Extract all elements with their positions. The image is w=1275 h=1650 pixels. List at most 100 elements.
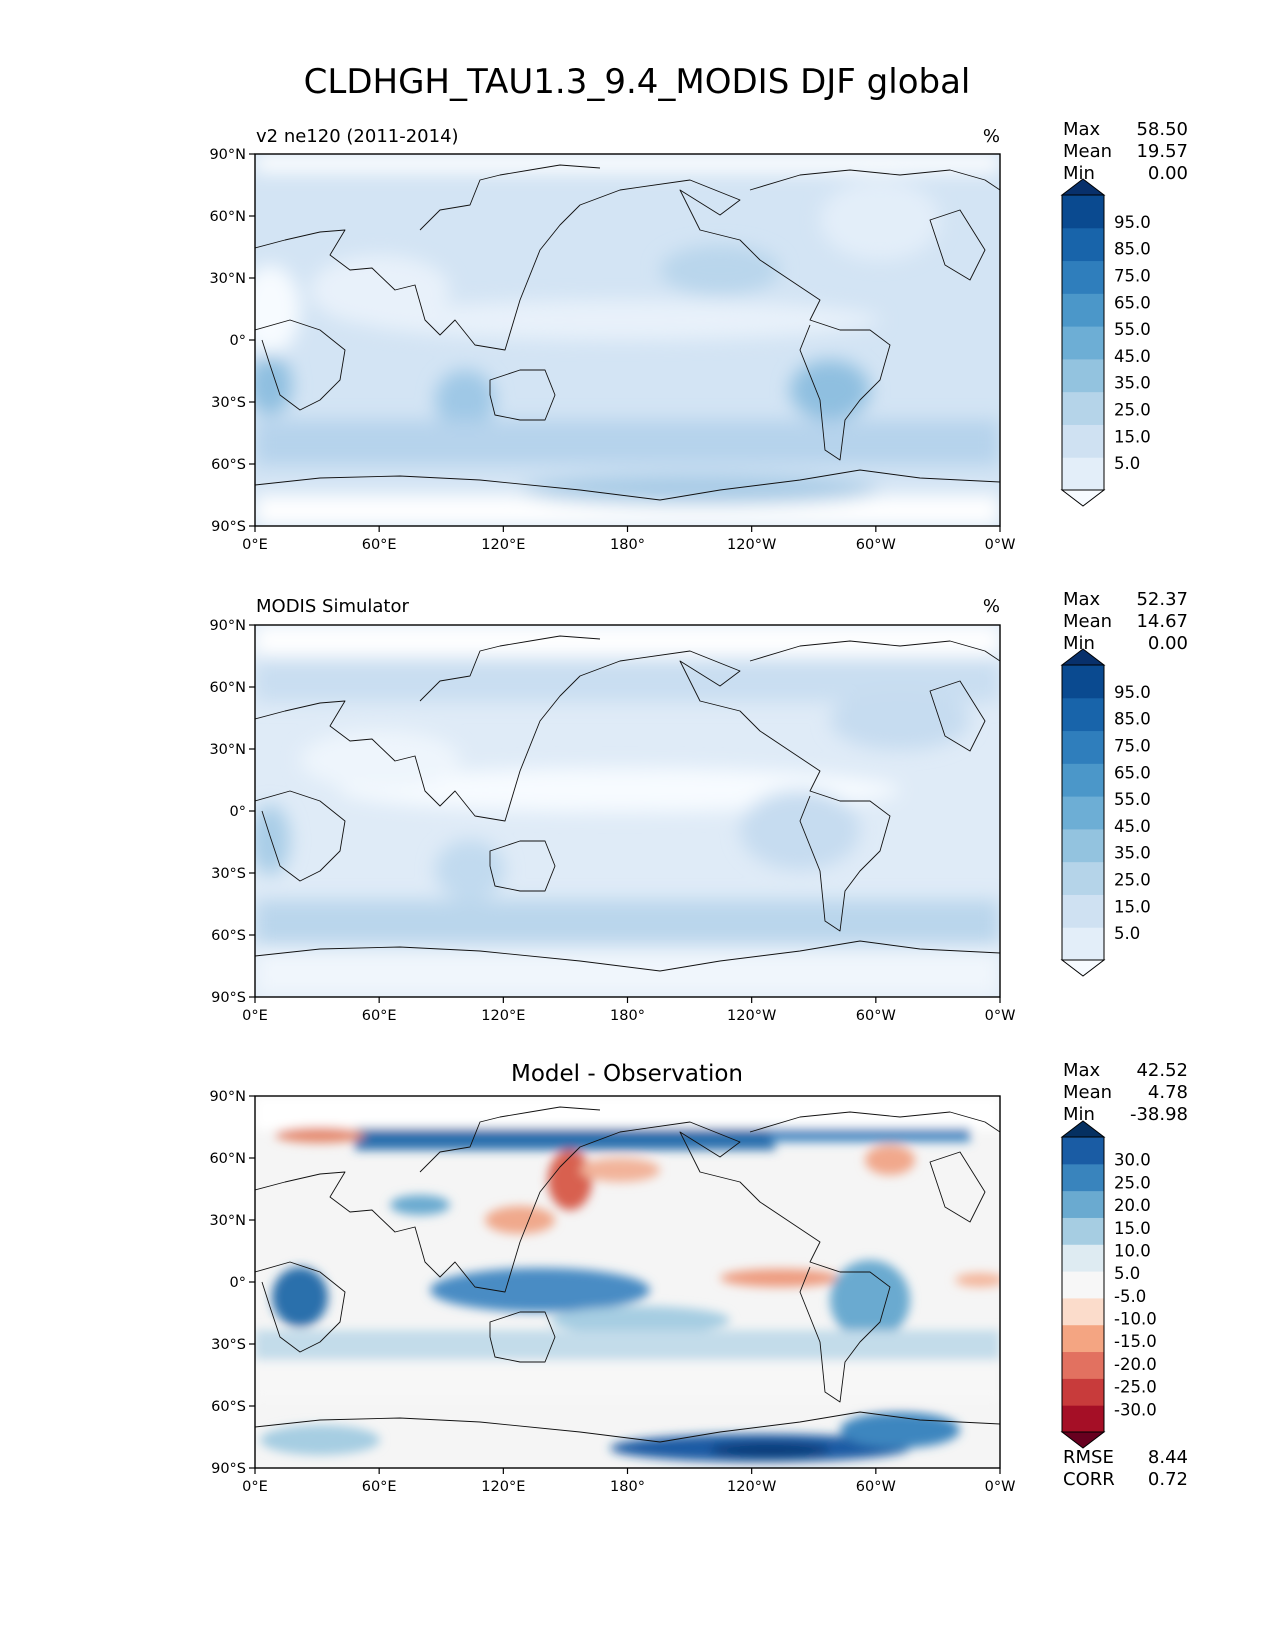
lon-tick-label: 0°E xyxy=(242,537,268,553)
panel-test-lon-ticks: 0°E 60°E 120°E 180° 120°W 60°W 0°W xyxy=(242,526,1015,553)
lat-tick-label: 60°N xyxy=(209,1151,246,1167)
lon-tick-label: 120°W xyxy=(727,1479,776,1495)
stat-value: 58.50 xyxy=(1136,119,1188,140)
colorbar-label: 95.0 xyxy=(1114,213,1151,232)
lat-tick-label: 60°S xyxy=(211,928,246,944)
lat-tick-label: 60°S xyxy=(211,1399,246,1415)
colorbar-label: -30.0 xyxy=(1114,1400,1157,1419)
lon-tick-label: 60°W xyxy=(856,1479,896,1495)
lon-tick-label: 120°W xyxy=(727,1008,776,1024)
colorbar-segment xyxy=(1062,1271,1104,1299)
colorbar-segment xyxy=(1062,665,1104,699)
colorbar-label: -10.0 xyxy=(1114,1310,1157,1329)
lat-tick-label: 90°S xyxy=(211,519,246,535)
lat-tick-label: 60°N xyxy=(209,680,246,696)
lon-tick-label: 120°E xyxy=(481,537,525,553)
colorbar-label: 15.0 xyxy=(1114,427,1151,446)
colorbar-frame xyxy=(1061,664,1105,961)
colorbar-label: 5.0 xyxy=(1114,1264,1140,1283)
stat-label: Mean xyxy=(1063,141,1112,162)
panel-reference-units: % xyxy=(983,596,1000,617)
colorbar-label: 5.0 xyxy=(1114,454,1140,473)
colorbar-label: -25.0 xyxy=(1114,1378,1157,1397)
lat-tick-label: 60°S xyxy=(211,457,246,473)
colorbar-segment xyxy=(1062,293,1104,327)
colorbar-label: 65.0 xyxy=(1114,293,1151,312)
colorbar-label: 45.0 xyxy=(1114,347,1151,366)
colorbar-label: -15.0 xyxy=(1114,1332,1157,1351)
colorbar-segment xyxy=(1062,358,1104,393)
stat-label: Max xyxy=(1063,589,1101,610)
colorbar-extend-min xyxy=(1060,1431,1106,1449)
lat-tick-label: 60°N xyxy=(209,209,246,225)
colorbar-frame xyxy=(1061,194,1105,491)
colorbar-segment xyxy=(1062,326,1104,360)
lon-tick-label: 60°E xyxy=(362,537,397,553)
lon-tick-label: 0°E xyxy=(242,1479,268,1495)
stat-label: Mean xyxy=(1063,1082,1112,1103)
colorbar-segment xyxy=(1062,195,1104,229)
lon-tick-label: 180° xyxy=(610,1008,645,1024)
lat-tick-label: 90°N xyxy=(209,618,246,634)
colorbar-label: 55.0 xyxy=(1114,790,1151,809)
lon-tick-label: 120°E xyxy=(481,1008,525,1024)
colorbar-segment xyxy=(1062,424,1104,458)
colorbar-frame xyxy=(1061,1136,1105,1433)
lat-tick-label: 30°S xyxy=(211,1337,246,1353)
panel-test-map xyxy=(255,154,1000,526)
panel-test-lat-ticks: 90°N 60°N 30°N 0° 30°S 60°S 90°S xyxy=(209,147,255,535)
panel-reference-title: MODIS Simulator xyxy=(256,596,409,617)
colorbar-segment xyxy=(1062,763,1104,797)
panel-reference-stats: Max 52.37 Mean 14.67 Min 0.00 xyxy=(1063,589,1188,654)
lat-tick-label: 0° xyxy=(230,804,246,820)
lat-tick-label: 30°N xyxy=(209,742,246,758)
lon-tick-label: 60°E xyxy=(362,1008,397,1024)
colorbar-segment xyxy=(1062,260,1104,294)
colorbar-label: 65.0 xyxy=(1114,763,1151,782)
colorbar-segment xyxy=(1062,1190,1104,1218)
colorbar-label: 5.0 xyxy=(1114,924,1140,943)
colorbar-label: 20.0 xyxy=(1114,1196,1151,1215)
colorbar-segment xyxy=(1062,730,1104,764)
colorbar-segment xyxy=(1062,1324,1104,1353)
colorbar-segment xyxy=(1062,1163,1104,1192)
colorbar-segment xyxy=(1062,1405,1104,1433)
colorbar-segment xyxy=(1062,861,1104,895)
lon-tick-label: 0°E xyxy=(242,1008,268,1024)
panel-difference-stats: Max 42.52 Mean 4.78 Min -38.98 xyxy=(1063,1060,1188,1125)
lat-tick-label: 90°S xyxy=(211,990,246,1006)
colorbar-label: 75.0 xyxy=(1114,266,1151,285)
rmse-label: RMSE xyxy=(1063,1447,1114,1468)
panel-test-coastlines xyxy=(255,169,1000,501)
lon-tick-label: 0°W xyxy=(985,537,1016,553)
stat-value: 52.37 xyxy=(1136,589,1188,610)
colorbar-extend-min xyxy=(1060,959,1106,977)
colorbar-segment xyxy=(1062,894,1104,928)
panel-difference-colorbar: -30.0 -25.0 -20.0 -15.0 -10.0 -5.0 5.0 10.0 15.0… xyxy=(1060,1120,1157,1449)
colorbar-label: 55.0 xyxy=(1114,320,1151,339)
corr-value: 0.72 xyxy=(1148,1469,1188,1490)
colorbar-label: 25.0 xyxy=(1114,871,1151,890)
stat-value: 0.00 xyxy=(1148,163,1188,184)
stat-value: -38.98 xyxy=(1130,1104,1188,1125)
lon-tick-label: 180° xyxy=(610,537,645,553)
lon-tick-label: 0°W xyxy=(985,1479,1016,1495)
panel-difference-title: Model - Observation xyxy=(511,1061,743,1087)
lon-tick-label: 120°E xyxy=(481,1479,525,1495)
colorbar-label: 35.0 xyxy=(1114,844,1151,863)
lon-tick-label: 60°E xyxy=(362,1479,397,1495)
stat-label: Mean xyxy=(1063,611,1112,632)
lat-tick-label: 30°N xyxy=(209,271,246,287)
stat-value: 42.52 xyxy=(1136,1060,1188,1081)
colorbar-label: 25.0 xyxy=(1114,401,1151,420)
lon-tick-label: 120°W xyxy=(727,537,776,553)
colorbar-label: 45.0 xyxy=(1114,817,1151,836)
colorbar-segment xyxy=(1062,1137,1104,1165)
lat-tick-label: 0° xyxy=(230,1275,246,1291)
colorbar-label: 15.0 xyxy=(1114,897,1151,916)
colorbar-label: 85.0 xyxy=(1114,240,1151,259)
panel-test-colorbar: 5.0 15.0 25.0 35.0 45.0 55.0 65.0 75.0 85.0 95.0 xyxy=(1060,178,1151,507)
colorbar-label: -5.0 xyxy=(1114,1287,1146,1306)
stat-label: Min xyxy=(1063,163,1095,184)
